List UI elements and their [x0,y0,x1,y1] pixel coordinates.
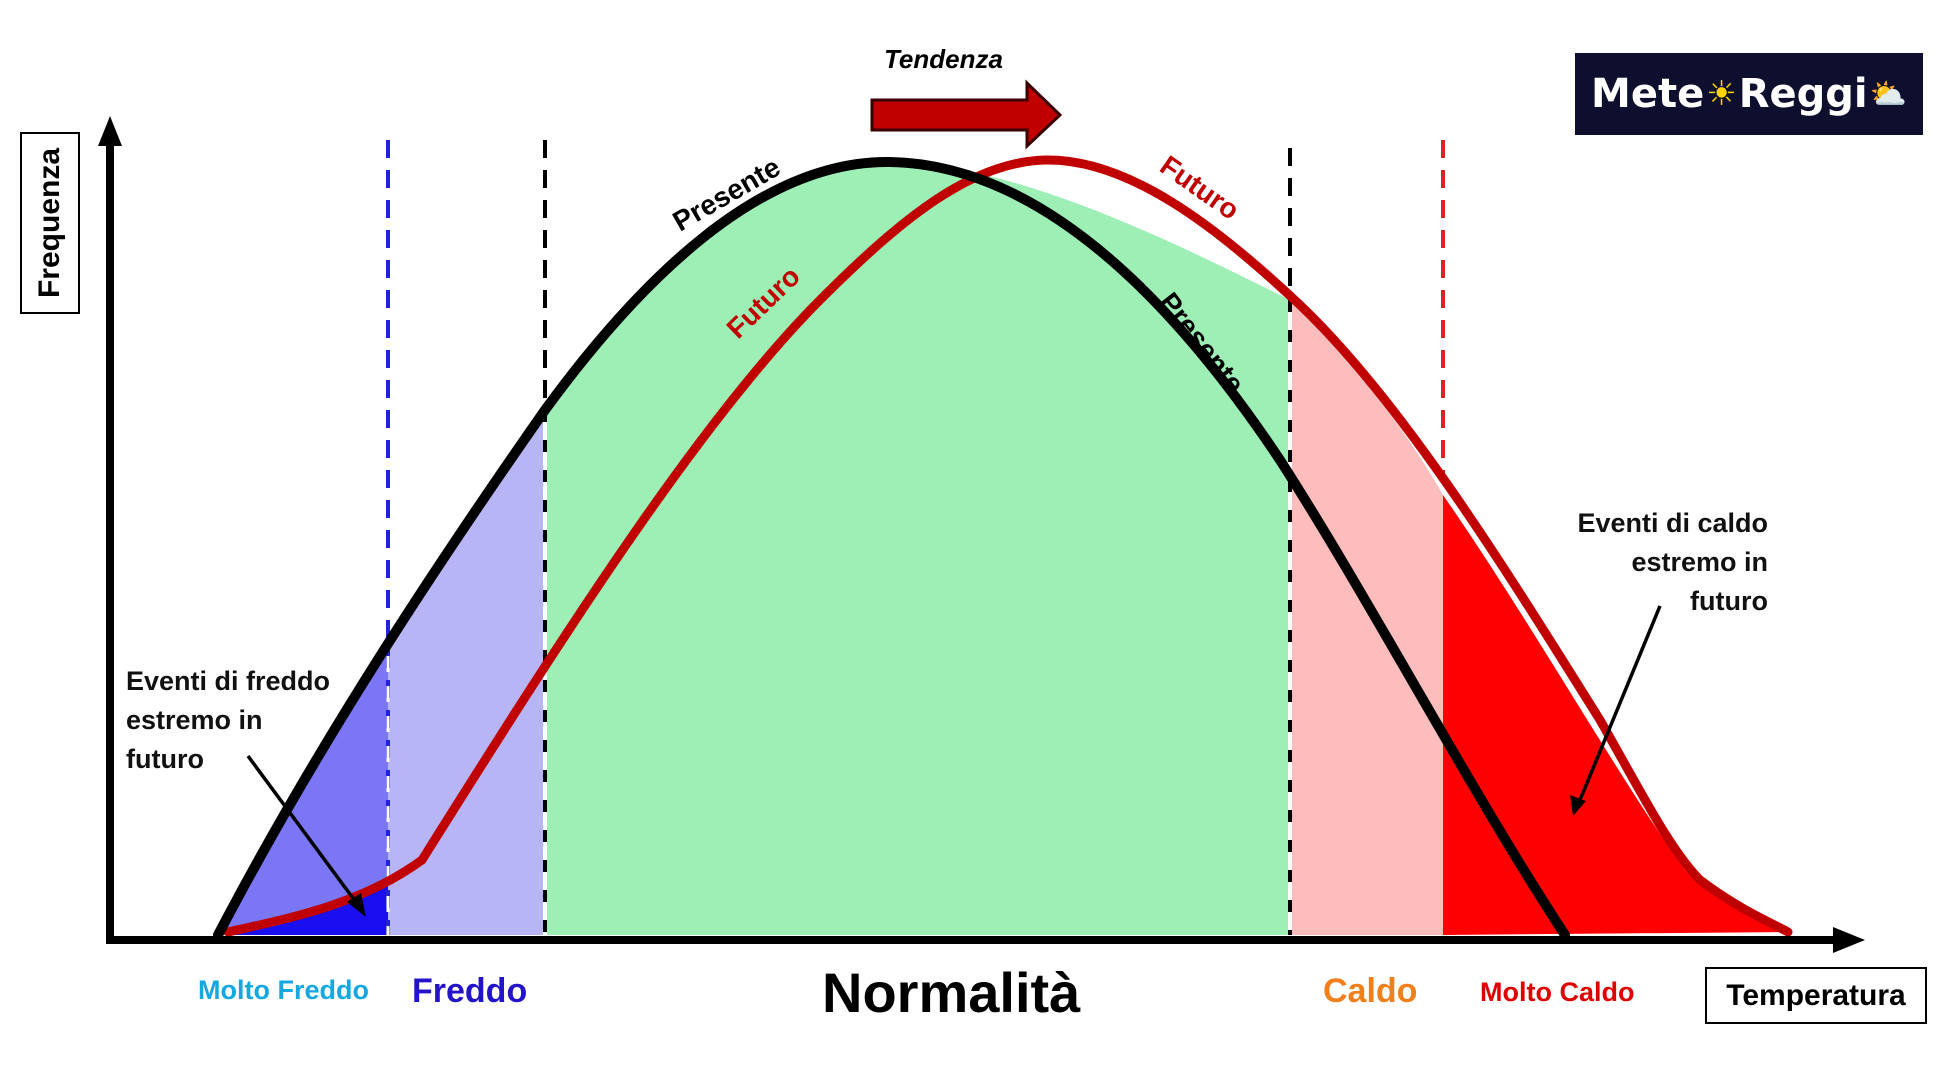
freddo-region [388,410,545,935]
molto-caldo-region [1443,495,1788,935]
annotation-line: Eventi di freddo [126,666,331,696]
annotation-line: estremo in [1631,547,1768,577]
annotation-line: futuro [126,744,204,774]
caldo-region [1290,300,1443,935]
trend-arrow [870,79,1063,150]
annotation-line: futuro [1690,586,1768,616]
logo-text-left: Mete [1591,71,1705,117]
trend-label: Tendenza [884,44,1003,74]
cold-annotation-arrowhead [347,893,366,917]
future-curve [223,155,1793,937]
y-axis-label: Frequenza [20,132,80,314]
annotation-line: estremo in [126,705,263,735]
hot-annotation-arrow-line [1578,605,1662,801]
partly-cloudy-icon: ⛅ [1869,76,1907,112]
x-axis-label: Temperatura [1705,967,1927,1024]
meteo-reggio-logo: Mete ☀ Reggi ⛅ [1575,53,1923,135]
annotation-line: Eventi di caldo [1577,508,1768,538]
present-curve [213,156,1570,940]
hot-annotation-arrowhead [1570,795,1586,816]
category-freddo: Freddo [412,972,528,1010]
future-label-right: Futuro [1155,150,1245,226]
category-caldo: Caldo [1323,972,1418,1010]
sun-icon: ☀ [1706,74,1737,114]
category-molto-caldo: Molto Caldo [1480,977,1635,1007]
x-axis-arrowhead [1833,927,1865,953]
cold-extreme-annotation: Eventi di freddo estremo in futuro [126,662,330,779]
logo-text-right: Reggi [1738,71,1868,117]
category-normalita: Normalità [822,961,1081,1024]
cold-annotation-arrow-line [246,754,360,907]
normal-region [545,161,1290,936]
category-molto-freddo: Molto Freddo [198,975,369,1005]
hot-extreme-annotation: Eventi di caldo estremo in futuro [1540,504,1768,621]
y-axis-label-text: Frequenza [33,147,66,299]
y-axis-arrowhead [98,116,122,146]
